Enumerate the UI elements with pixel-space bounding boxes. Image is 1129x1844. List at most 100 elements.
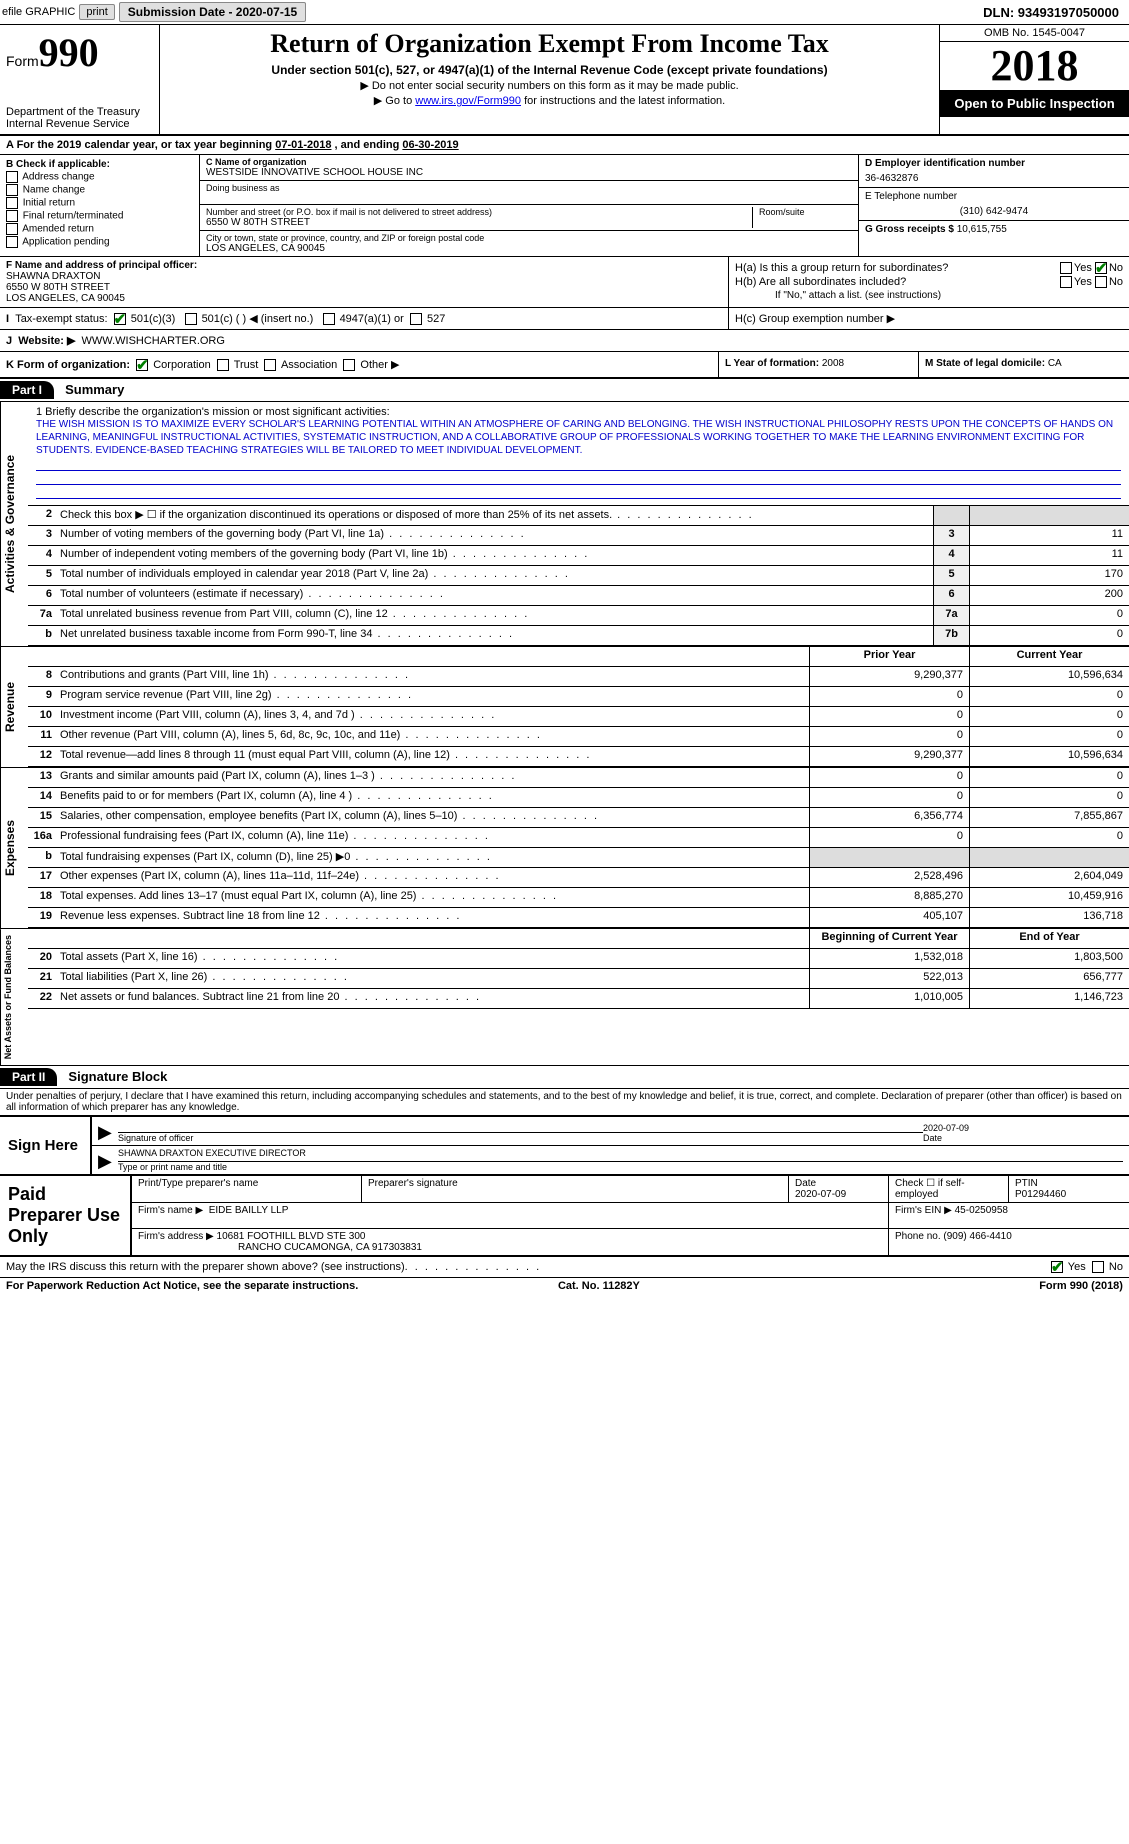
preparer-date: 2020-07-09 xyxy=(795,1189,846,1200)
row-klm: K Form of organization: Corporation Trus… xyxy=(0,352,1129,379)
sign-date: 2020-07-09 xyxy=(923,1123,1123,1133)
period-row: A For the 2019 calendar year, or tax yea… xyxy=(0,136,1129,155)
section-bcdeg: B Check if applicable: Address change Na… xyxy=(0,155,1129,257)
phone: (310) 642-9474 xyxy=(865,206,1123,217)
firm-name: EIDE BAILLY LLP xyxy=(209,1205,289,1216)
omb-number: OMB No. 1545-0047 xyxy=(940,25,1129,42)
org-city: LOS ANGELES, CA 90045 xyxy=(206,243,852,254)
data-row: bTotal fundraising expenses (Part IX, co… xyxy=(28,848,1129,868)
perjury-statement: Under penalties of perjury, I declare th… xyxy=(0,1089,1129,1115)
check-address-change[interactable]: Address change xyxy=(6,171,193,183)
discuss-row: May the IRS discuss this return with the… xyxy=(0,1257,1129,1277)
ein: 36-4632876 xyxy=(865,173,1123,184)
data-row: 4Number of independent voting members of… xyxy=(28,546,1129,566)
firm-addr1: 10681 FOOTHILL BLVD STE 300 xyxy=(217,1231,366,1242)
firm-ein: 45-0250958 xyxy=(955,1205,1008,1216)
tax-527[interactable] xyxy=(410,313,422,325)
form-number: 990 xyxy=(39,30,99,75)
inspection-label: Open to Public Inspection xyxy=(940,90,1129,117)
data-row: 2Check this box ▶ ☐ if the organization … xyxy=(28,506,1129,526)
form-subtitle: Under section 501(c), 527, or 4947(a)(1)… xyxy=(168,63,931,77)
tax-4947[interactable] xyxy=(323,313,335,325)
check-application-pending[interactable]: Application pending xyxy=(6,236,193,248)
discuss-yes[interactable] xyxy=(1051,1261,1063,1273)
data-row: 20Total assets (Part X, line 16)1,532,01… xyxy=(28,949,1129,969)
balance-header: Beginning of Current Year End of Year xyxy=(28,929,1129,949)
form-title: Return of Organization Exempt From Incom… xyxy=(168,29,931,59)
mission-text: THE WISH MISSION IS TO MAXIMIZE EVERY SC… xyxy=(36,418,1121,457)
row-i: I Tax-exempt status: 501(c)(3) 501(c) ( … xyxy=(0,308,1129,330)
data-row: 15Salaries, other compensation, employee… xyxy=(28,808,1129,828)
netassets-section: Net Assets or Fund Balances Beginning of… xyxy=(0,929,1129,1066)
check-initial-return[interactable]: Initial return xyxy=(6,197,193,209)
ha-yes[interactable] xyxy=(1060,262,1072,274)
header-center: Return of Organization Exempt From Incom… xyxy=(160,25,939,134)
officer-name-printed: SHAWNA DRAXTON EXECUTIVE DIRECTOR xyxy=(118,1148,1123,1162)
part2-header: Part II Signature Block xyxy=(0,1066,1129,1089)
data-row: 6Total number of volunteers (estimate if… xyxy=(28,586,1129,606)
box-c: C Name of organization WESTSIDE INNOVATI… xyxy=(200,155,859,256)
gross-receipts: 10,615,755 xyxy=(957,224,1007,235)
data-row: 22Net assets or fund balances. Subtract … xyxy=(28,989,1129,1009)
data-row: bNet unrelated business taxable income f… xyxy=(28,626,1129,646)
data-row: 16aProfessional fundraising fees (Part I… xyxy=(28,828,1129,848)
tax-501c3[interactable] xyxy=(114,313,126,325)
box-f: F Name and address of principal officer:… xyxy=(0,257,729,307)
check-amended-return[interactable]: Amended return xyxy=(6,223,193,235)
side-expenses: Expenses xyxy=(0,768,28,928)
form-corp[interactable] xyxy=(136,359,148,371)
revenue-section: Revenue Prior Year Current Year 8Contrib… xyxy=(0,647,1129,768)
data-row: 9Program service revenue (Part VIII, lin… xyxy=(28,687,1129,707)
expenses-section: Expenses 13Grants and similar amounts pa… xyxy=(0,768,1129,929)
form-other[interactable] xyxy=(343,359,355,371)
hb-yes[interactable] xyxy=(1060,276,1072,288)
note-link: ▶ Go to www.irs.gov/Form990 for instruct… xyxy=(168,94,931,107)
form-ref: Form 990 (2018) xyxy=(1039,1280,1123,1292)
footer: For Paperwork Reduction Act Notice, see … xyxy=(0,1277,1129,1294)
efile-label: efile GRAPHIC xyxy=(2,6,75,18)
ha-no[interactable] xyxy=(1095,262,1107,274)
data-row: 14Benefits paid to or for members (Part … xyxy=(28,788,1129,808)
data-row: 5Total number of individuals employed in… xyxy=(28,566,1129,586)
box-hc: H(c) Group exemption number ▶ xyxy=(729,308,1129,329)
tax-501c[interactable] xyxy=(185,313,197,325)
cat-no: Cat. No. 11282Y xyxy=(558,1280,640,1292)
data-row: 12Total revenue—add lines 8 through 11 (… xyxy=(28,747,1129,767)
irs-link[interactable]: www.irs.gov/Form990 xyxy=(415,95,521,107)
print-button[interactable]: print xyxy=(79,4,114,20)
sign-here-block: Sign Here ▶ Signature of officer 2020-07… xyxy=(0,1115,1129,1176)
header-left: Form990 Department of the Treasury Inter… xyxy=(0,25,160,134)
box-deg: D Employer identification number 36-4632… xyxy=(859,155,1129,256)
top-bar: efile GRAPHIC print Submission Date - 20… xyxy=(0,0,1129,25)
data-row: 10Investment income (Part VIII, column (… xyxy=(28,707,1129,727)
firm-addr2: RANCHO CUCAMONGA, CA 917303831 xyxy=(138,1242,882,1253)
preparer-block: Paid Preparer Use Only Print/Type prepar… xyxy=(0,1176,1129,1257)
data-row: 13Grants and similar amounts paid (Part … xyxy=(28,768,1129,788)
header-right: OMB No. 1545-0047 2018 Open to Public In… xyxy=(939,25,1129,134)
side-netassets: Net Assets or Fund Balances xyxy=(0,929,28,1065)
data-row: 11Other revenue (Part VIII, column (A), … xyxy=(28,727,1129,747)
mission-block: 1 Briefly describe the organization's mi… xyxy=(28,402,1129,506)
box-h: H(a) Is this a group return for subordin… xyxy=(729,257,1129,307)
check-name-change[interactable]: Name change xyxy=(6,184,193,196)
period-begin: 07-01-2018 xyxy=(275,139,331,151)
data-row: 3Number of voting members of the governi… xyxy=(28,526,1129,546)
officer-signature[interactable] xyxy=(118,1119,923,1133)
check-final-return[interactable]: Final return/terminated xyxy=(6,210,193,222)
hb-no[interactable] xyxy=(1095,276,1107,288)
form-trust[interactable] xyxy=(217,359,229,371)
row-j: J Website: ▶ WWW.WISHCHARTER.ORG xyxy=(0,330,1129,352)
governance-section: Activities & Governance 1 Briefly descri… xyxy=(0,402,1129,647)
form-assoc[interactable] xyxy=(264,359,276,371)
dln-label: DLN: 93493197050000 xyxy=(983,5,1127,20)
side-governance: Activities & Governance xyxy=(0,402,28,646)
discuss-no[interactable] xyxy=(1092,1261,1104,1273)
website: WWW.WISHCHARTER.ORG xyxy=(82,335,225,347)
data-row: 21Total liabilities (Part X, line 26)522… xyxy=(28,969,1129,989)
preparer-ptin: P01294460 xyxy=(1015,1189,1066,1200)
period-end: 06-30-2019 xyxy=(402,139,458,151)
submission-date-button[interactable]: Submission Date - 2020-07-15 xyxy=(119,2,306,22)
data-row: 18Total expenses. Add lines 13–17 (must … xyxy=(28,888,1129,908)
org-street: 6550 W 80TH STREET xyxy=(206,217,752,228)
form-prefix: Form xyxy=(6,53,39,69)
